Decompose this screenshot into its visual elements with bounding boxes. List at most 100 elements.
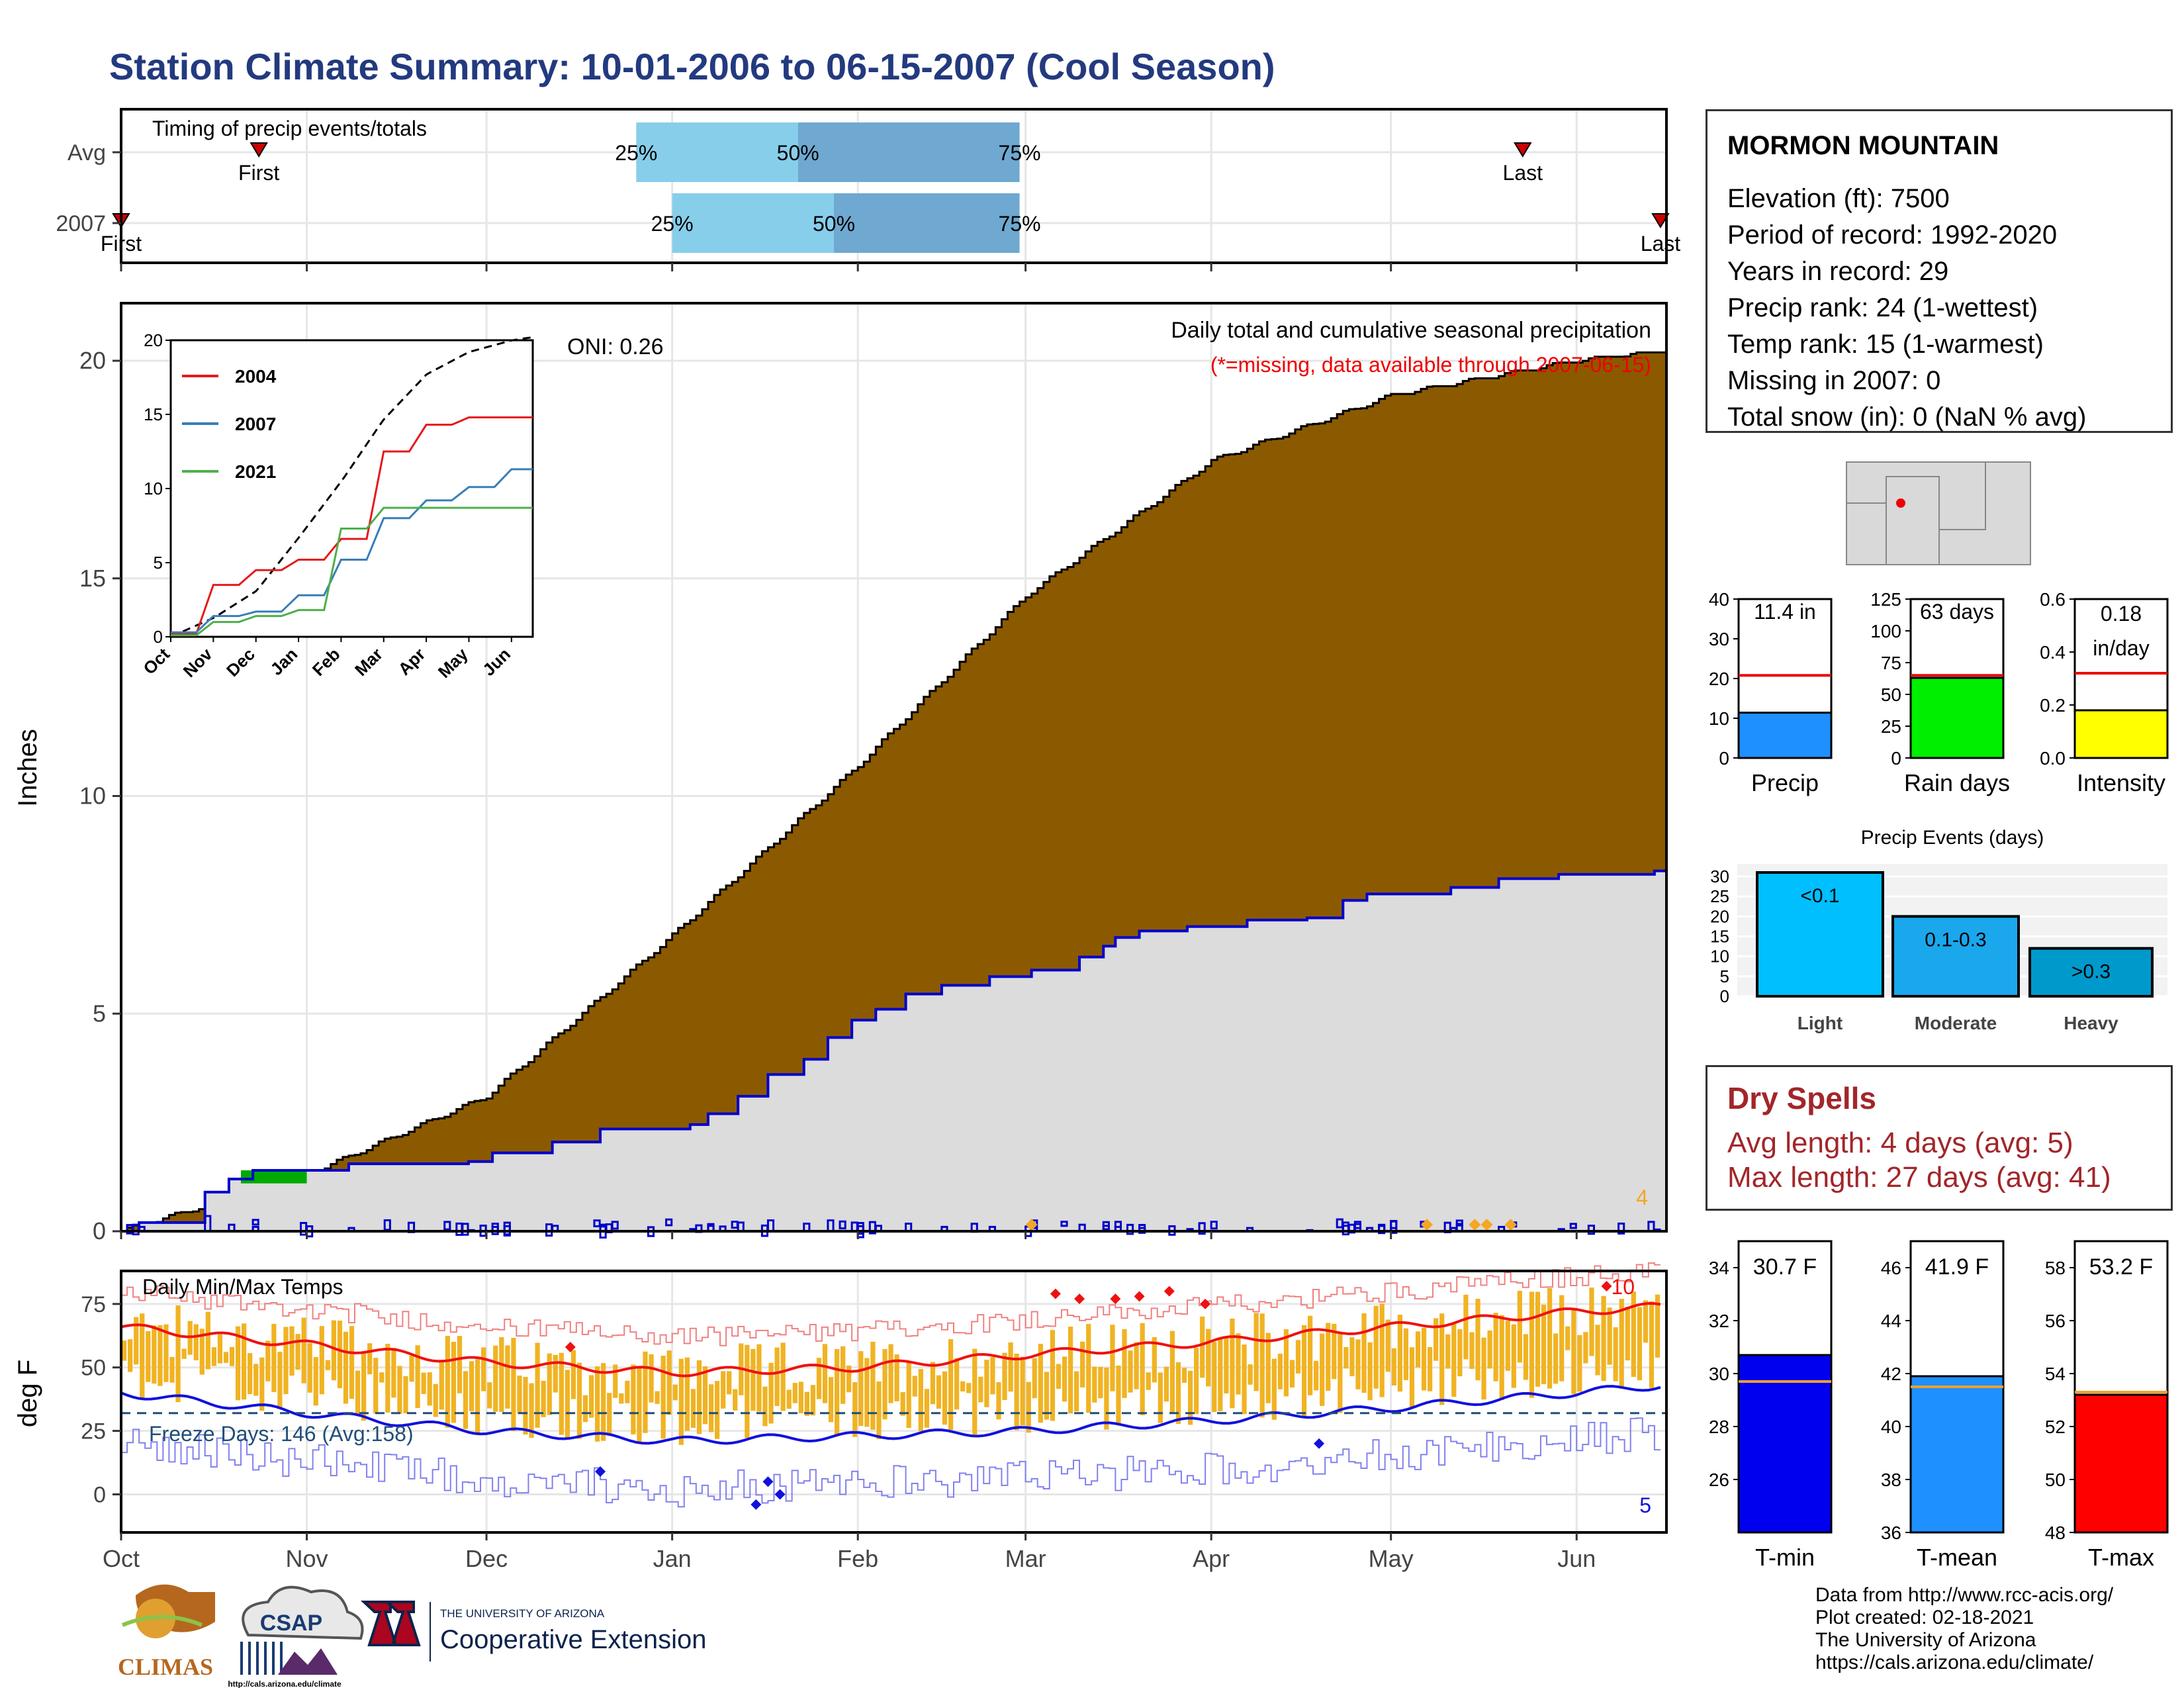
logos: CLIMAS CSAP http://cals.arizona.edu/climat… (118, 1584, 706, 1688)
dry-spells-avg: Avg length: 4 days (avg: 5) (1727, 1127, 2073, 1159)
daily-temp-bar (1163, 1366, 1169, 1402)
temp-bar-value-label: 30.7 F (1753, 1254, 1817, 1280)
daily-temp-bar (1373, 1305, 1379, 1389)
daily-temp-bar (271, 1323, 277, 1392)
daily-temp-bar (924, 1389, 929, 1428)
daily-temp-bar (1481, 1337, 1486, 1400)
record-high-marker (1050, 1288, 1061, 1299)
mini-bar-tick-label: 50 (1881, 684, 1901, 705)
temp-bar-value-label: 41.9 F (1925, 1254, 1989, 1280)
daily-temp-bar (768, 1362, 774, 1424)
timing-avg-iqr-low (636, 122, 798, 182)
daily-temp-bar (1385, 1319, 1390, 1372)
record-high-marker (565, 1342, 576, 1353)
daily-temp-bar (1314, 1360, 1319, 1391)
events-tick-label: 10 (1710, 947, 1729, 966)
ahead-of-avg-area (241, 1170, 307, 1184)
events-title: Precip Events (days) (1861, 827, 2044, 849)
daily-precip-bar (665, 1218, 673, 1227)
daily-precip-bar (611, 1221, 619, 1230)
dry-spells-max: Max length: 27 days (avg: 41) (1727, 1161, 2111, 1194)
daily-temp-bar (559, 1352, 564, 1435)
daily-temp-bar (834, 1349, 840, 1436)
daily-temp-bar (1206, 1329, 1211, 1387)
mini-bar-tick-label: 20 (1709, 669, 1729, 689)
record-low-marker (751, 1499, 762, 1510)
temp-ytick-label: 0 (93, 1482, 106, 1507)
record-low-marker (762, 1476, 774, 1487)
daily-temp-bar (277, 1352, 283, 1409)
station-temp-rank: Temp rank: 15 (1-warmest) (1727, 330, 2044, 359)
events-tick-label: 5 (1720, 966, 1729, 986)
daily-temp-bar (547, 1353, 552, 1415)
record-high-marker (1134, 1291, 1145, 1302)
record-high-marker (1163, 1286, 1175, 1297)
event-bar-inner-label: <0.1 (1800, 885, 1839, 907)
daily-temp-bar (1421, 1327, 1427, 1391)
temp-bar-tick-label: 42 (1881, 1364, 1901, 1384)
mini-bar-tick-label: 30 (1709, 629, 1729, 649)
daily-precip-bar (503, 1221, 511, 1236)
temp-bar-tick-label: 58 (2045, 1258, 2066, 1278)
daily-temp-bar (409, 1355, 414, 1382)
daily-temp-bar (1457, 1329, 1463, 1377)
daily-temp-bar (1427, 1347, 1433, 1391)
daily-temp-bar (900, 1391, 905, 1416)
daily-temp-bar (948, 1339, 954, 1430)
inset-avg-line (170, 336, 533, 638)
daily-temp-bar (1295, 1340, 1301, 1374)
station-location-dot (1896, 498, 1905, 508)
timing-2007-iqr-high (833, 193, 1020, 253)
timing-avg-q75-label: 75% (999, 141, 1041, 165)
timing-avg-q25-label: 25% (615, 141, 657, 165)
daily-temp-bar (1283, 1329, 1289, 1397)
csap-logo-text: CSAP (260, 1611, 322, 1636)
daily-temp-bar (978, 1376, 983, 1403)
daily-temp-bar (163, 1324, 169, 1382)
daily-temp-bar (1541, 1304, 1547, 1385)
temp-bar-tick-label: 40 (1881, 1417, 1901, 1437)
daily-temp-bar (762, 1386, 768, 1427)
daily-temp-bar (427, 1372, 432, 1406)
daily-precip-bar (1210, 1221, 1218, 1230)
daily-temp-bar (792, 1383, 797, 1403)
daily-temp-bar (1248, 1364, 1253, 1385)
csap-cloud (242, 1585, 364, 1640)
inset-ytick-label: 0 (154, 627, 163, 647)
station-precip-rank: Precip rank: 24 (1-wettest) (1727, 293, 2038, 322)
event-bar-label: Heavy (2064, 1013, 2118, 1033)
temp-bar-value (2073, 1393, 2169, 1534)
credits: Data from http://www.rcc-acis.org/ Plot … (1815, 1584, 2113, 1674)
daily-temp-bar (337, 1320, 343, 1389)
daily-temp-bar (343, 1331, 349, 1404)
temp-bar-tick-label: 46 (1881, 1258, 1901, 1278)
precip-ytick-label: 10 (79, 782, 106, 810)
daily-temp-bar (786, 1389, 792, 1409)
station-missing: Missing in 2007: 0 (1727, 366, 1941, 395)
daily-temp-bar (1451, 1323, 1457, 1397)
daily-temp-bar (523, 1377, 528, 1435)
daily-temp-bar (481, 1347, 486, 1391)
daily-temp-bar (379, 1372, 385, 1383)
daily-temp-bar (325, 1360, 330, 1370)
credit-line: Data from http://www.rcc-acis.org/ (1815, 1584, 2114, 1606)
mini-bar-tick-label: 0.4 (2040, 642, 2066, 663)
daily-temp-bar (613, 1364, 618, 1398)
daily-temp-bar (1050, 1330, 1056, 1421)
temp-bar-value (1909, 1375, 2005, 1534)
temp-bar-tick-label: 36 (1881, 1523, 1901, 1543)
daily-temp-bar (217, 1335, 223, 1364)
daily-temp-bar (451, 1341, 457, 1423)
temp-bar-label: T-mean (1917, 1544, 1997, 1571)
daily-temp-bar (1068, 1327, 1073, 1414)
daily-temp-bar (193, 1324, 199, 1360)
page-title: Station Climate Summary: 10-01-2006 to 0… (109, 46, 1275, 87)
daily-temp-bar (972, 1348, 978, 1435)
daily-temp-bar (918, 1369, 923, 1431)
daily-temp-bar (1014, 1353, 1019, 1430)
cur-cumulative-area (121, 870, 1666, 1231)
inset-ytick-label: 10 (144, 479, 163, 498)
inset-legend-label: 2004 (235, 366, 277, 387)
